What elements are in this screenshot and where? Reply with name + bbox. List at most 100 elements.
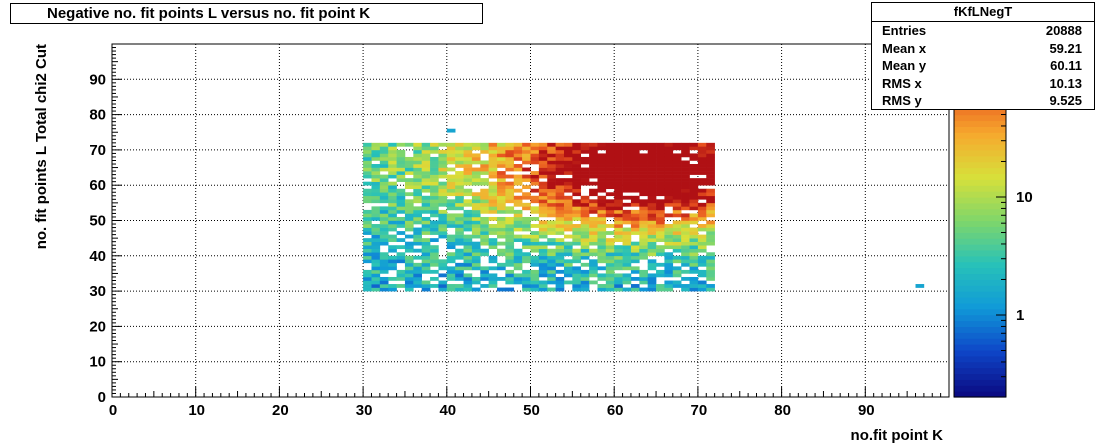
heatmap-cell [689,167,699,172]
heatmap-cell [421,149,431,154]
heatmap-cell [497,142,506,147]
heatmap-cell [404,202,414,207]
heatmap-cell [488,209,498,214]
heatmap-cell [455,266,464,271]
heatmap-cell [622,167,632,172]
heatmap-cell [580,216,590,221]
heatmap-cell [630,209,640,214]
heatmap-cell [656,149,665,154]
heatmap-cell [522,174,531,179]
heatmap-cell [371,156,381,161]
heatmap-cell [471,245,481,250]
heatmap-cell [430,167,439,172]
heatmap-cell [513,174,523,179]
heatmap-cell [421,209,431,214]
heatmap-cell [488,192,498,197]
heatmap-cell [480,269,489,274]
heatmap-cell [639,238,648,242]
heatmap-cell [404,216,414,221]
heatmap-cell [555,216,565,221]
heatmap-cell [597,185,607,190]
heatmap-cell [522,273,531,278]
stats-label: Mean x [882,41,927,56]
heatmap-cell [480,273,489,278]
palette-swatch [954,391,1006,398]
heatmap-cell [597,202,607,207]
heatmap-cell [446,269,456,274]
heatmap-cell [647,273,657,278]
heatmap-cell [538,153,548,158]
heatmap-cell [413,269,422,274]
heatmap-cell [563,195,573,200]
heatmap-cell [664,202,674,207]
heatmap-cell [413,199,422,204]
heatmap-cell [471,181,481,186]
palette-swatch [954,214,1006,222]
heatmap-cell [563,160,573,165]
heatmap-cell [580,209,590,214]
heatmap-cell [589,216,598,221]
heatmap-cell [563,149,573,154]
heatmap-cell [689,202,699,207]
heatmap-cell [488,276,498,281]
heatmap-cell [471,216,481,221]
heatmap-cell [706,174,715,179]
heatmap-cell [664,171,674,175]
heatmap-cell [480,227,489,232]
heatmap-cell [421,181,431,186]
heatmap-cell [513,146,523,151]
heatmap-cell [513,142,523,147]
heatmap-cell [589,273,598,278]
heatmap-cell [572,234,582,239]
heatmap-cell [555,206,565,211]
heatmap-cell [505,146,515,151]
heatmap-cell [413,234,422,239]
heatmap-cell [421,160,431,165]
heatmap-cell [572,171,582,175]
heatmap-cell [421,164,431,168]
heatmap-cell [580,231,590,235]
heatmap-cell [379,216,389,221]
heatmap-cell [555,248,565,253]
heatmap-cell [572,146,582,151]
heatmap-cell [547,213,556,218]
heatmap-cell [379,164,389,168]
heatmap-cell [446,287,456,292]
heatmap-cell [488,156,498,161]
heatmap-cell [547,174,556,179]
x-tick-label: 0 [109,402,117,419]
heatmap-cell [689,156,699,161]
heatmap-cell [639,153,648,158]
heatmap-cell [471,167,481,172]
heatmap-cell [639,142,648,147]
palette-swatch [954,267,1006,275]
heatmap-cell [530,199,540,204]
heatmap-cell [538,259,548,264]
heatmap-cell [505,209,515,214]
heatmap-cell [681,199,690,204]
heatmap-cell [463,153,473,158]
heatmap-cell [664,199,674,204]
heatmap-cell [446,178,456,182]
y-tick-label: 0 [98,389,106,406]
stats-value: 9.525 [1049,93,1082,108]
heatmap-cell [480,188,489,193]
heatmap-cell [463,287,473,292]
heatmap-cell [371,178,381,182]
heatmap-cell [697,202,707,207]
heatmap-cell [589,241,598,246]
heatmap-cell [430,195,439,200]
heatmap-cell [622,248,632,253]
heatmap-cell [605,231,615,235]
heatmap-cell [580,195,590,200]
heatmap-cell [555,287,565,292]
heatmap-cell [463,234,473,239]
heatmap-cell [497,171,506,175]
heatmap-cell [522,149,531,154]
heatmap-cell [681,241,690,246]
heatmap-cell [471,174,481,179]
x-tick-label: 40 [439,402,456,419]
heatmap-cell [639,231,648,235]
heatmap-cell [505,238,515,242]
heatmap-cell [522,142,531,147]
